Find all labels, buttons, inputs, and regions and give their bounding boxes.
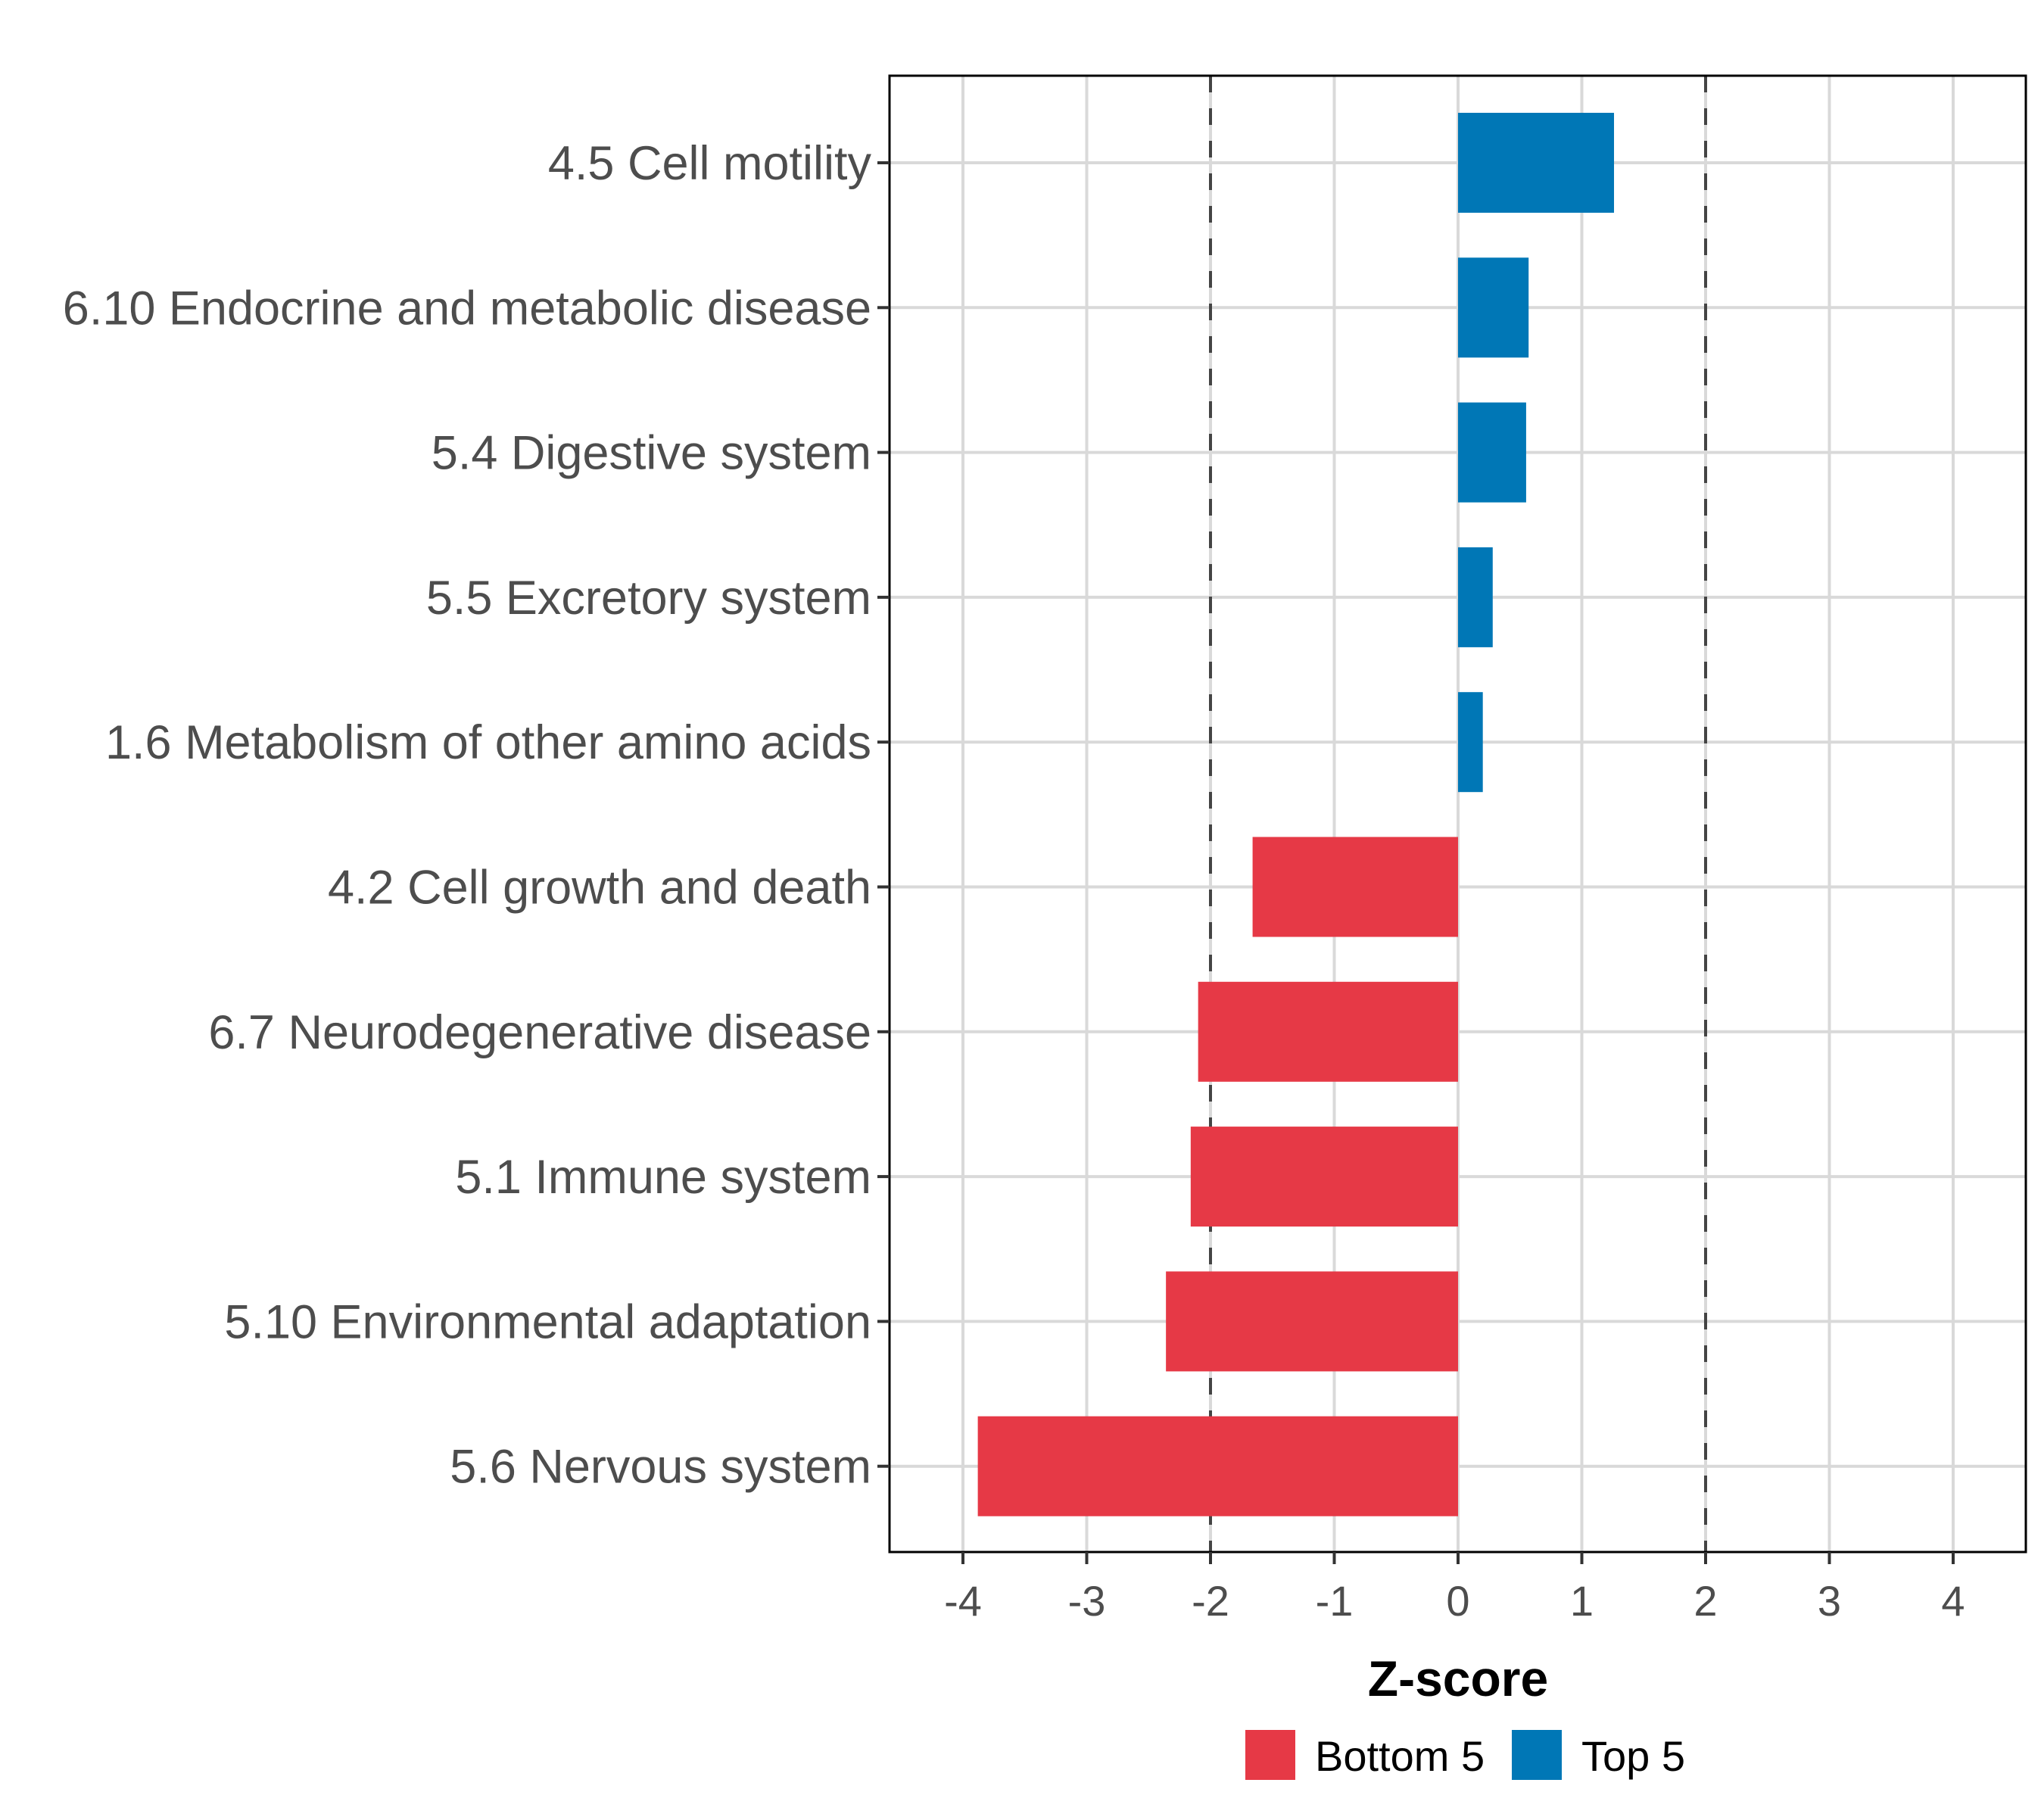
x-axis: -4 -3 -2 -1 0 1 2 3 4 bbox=[944, 1552, 1965, 1625]
y-tick-label: 5.4 Digestive system bbox=[432, 427, 871, 480]
x-tick-label: -3 bbox=[1068, 1577, 1106, 1625]
y-axis: 4.5 Cell motility 6.10 Endocrine and meta… bbox=[63, 137, 890, 1494]
y-tick-label: 4.2 Cell growth and death bbox=[328, 862, 871, 915]
y-tick-label: 5.6 Nervous system bbox=[450, 1441, 871, 1494]
bar-bottom bbox=[1252, 837, 1458, 937]
y-tick-label: 6.7 Neurodegenerative disease bbox=[208, 1006, 871, 1059]
y-tick-label: 1.6 Metabolism of other amino acids bbox=[105, 716, 871, 769]
bar-top bbox=[1458, 547, 1493, 647]
bar-top bbox=[1458, 113, 1615, 213]
x-tick-label: 1 bbox=[1570, 1577, 1594, 1625]
y-tick-label: 5.5 Excretory system bbox=[426, 572, 871, 625]
y-tick-label: 4.5 Cell motility bbox=[548, 137, 872, 190]
bar-top bbox=[1458, 257, 1529, 358]
bars bbox=[977, 113, 1615, 1516]
bar-bottom bbox=[1166, 1271, 1458, 1372]
legend-label: Bottom 5 bbox=[1315, 1732, 1485, 1780]
x-tick-label: -1 bbox=[1316, 1577, 1354, 1625]
legend-swatch bbox=[1512, 1730, 1562, 1780]
bar-bottom bbox=[1198, 981, 1458, 1082]
bar-bottom bbox=[977, 1416, 1458, 1516]
y-tick-label: 6.10 Endocrine and metabolic disease bbox=[63, 282, 871, 335]
bar-bottom bbox=[1190, 1127, 1458, 1227]
x-tick-label: -4 bbox=[944, 1577, 982, 1625]
legend: Bottom 5 Top 5 bbox=[1245, 1730, 1685, 1780]
x-tick-label: -2 bbox=[1192, 1577, 1229, 1625]
x-tick-label: 0 bbox=[1446, 1577, 1469, 1625]
y-tick-label: 5.1 Immune system bbox=[455, 1151, 871, 1204]
x-tick-label: 2 bbox=[1693, 1577, 1717, 1625]
x-tick-label: 4 bbox=[1941, 1577, 1965, 1625]
y-tick-label: 5.10 Environmental adaptation bbox=[224, 1295, 871, 1348]
bar-top bbox=[1458, 692, 1483, 793]
x-axis-title: Z-score bbox=[1368, 1650, 1548, 1706]
x-tick-label: 3 bbox=[1818, 1577, 1841, 1625]
bar-top bbox=[1458, 402, 1526, 503]
legend-label: Top 5 bbox=[1581, 1732, 1685, 1780]
legend-swatch bbox=[1245, 1730, 1295, 1780]
